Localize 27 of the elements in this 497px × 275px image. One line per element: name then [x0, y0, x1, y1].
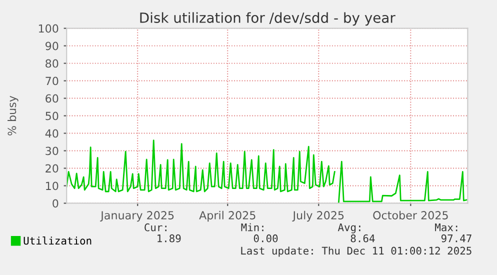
y-tick-label: 50 [46, 112, 58, 120]
text: Last update: Thu Dec 11 01:00:12 2025 [241, 246, 472, 257]
x-tick-label: January 2025 [100, 211, 174, 222]
y-tick-label: 30 [46, 146, 58, 156]
text: 1.89 [158, 234, 181, 242]
x-tick-label: October 2025 [373, 210, 448, 220]
legend-label: Utilization [24, 236, 92, 245]
y-tick-label: 90 [46, 42, 58, 50]
y-tick-label: 100 [38, 24, 58, 33]
chart-title: Disk utilization for /dev/sdd - by year [140, 12, 396, 26]
y-tick-label: 70 [46, 76, 58, 86]
y-tick-label: 10 [46, 182, 58, 190]
text: Max: [435, 224, 458, 232]
x-tick-label: April 2025 [199, 210, 256, 222]
y-tick-label: 60 [46, 94, 58, 103]
text: Avg: [338, 223, 360, 234]
y-tick-label: 20 [46, 164, 58, 173]
text: 0.00 [254, 234, 278, 242]
text: 8.64 [350, 234, 375, 242]
y-axis-title: % busy [8, 96, 18, 136]
text: Min: [241, 223, 264, 232]
text: Cur: [144, 223, 166, 232]
y-tick-label: 80 [46, 59, 58, 68]
y-tick-label: 0 [52, 199, 58, 208]
y-tick-label: 40 [45, 129, 58, 138]
text: 97.47 [441, 234, 472, 242]
x-tick-label: July 2025 [292, 210, 344, 222]
